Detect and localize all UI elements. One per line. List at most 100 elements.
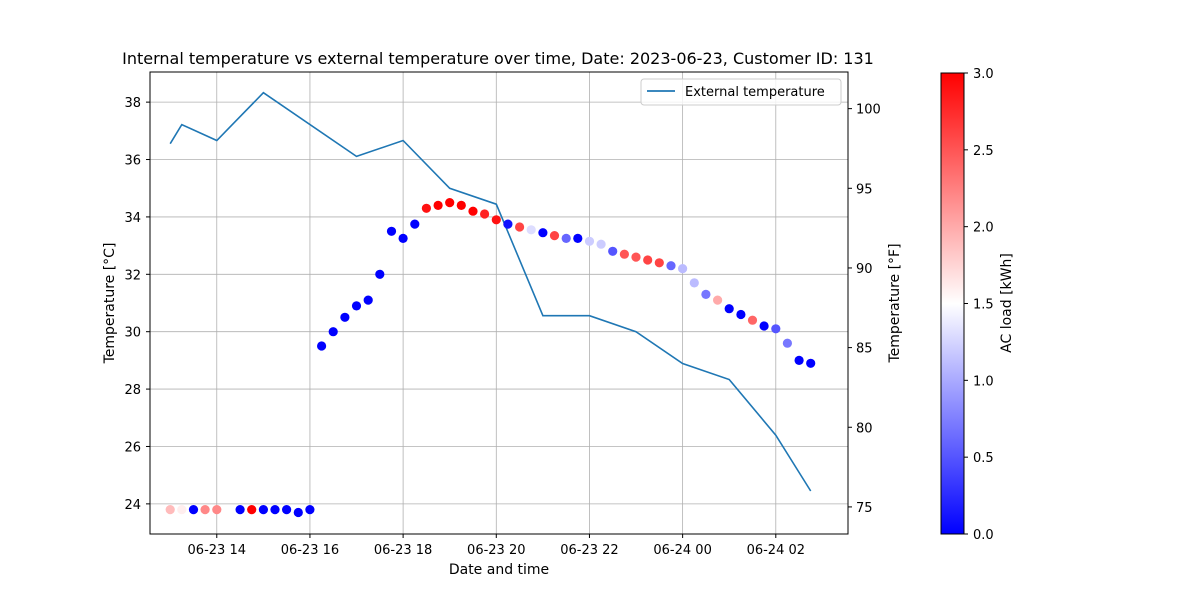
legend-label: External temperature (685, 85, 825, 100)
scatter-point (631, 252, 641, 262)
scatter-point (736, 309, 746, 320)
scatter-point (561, 233, 571, 243)
y-tick-label: 24 (124, 498, 141, 513)
scatter-point (782, 338, 793, 348)
colorbar: 0.0 0.5 1.0 1.5 2.0 2.5 3.0 AC load [kWh] (940, 67, 1015, 543)
legend-box (640, 78, 842, 106)
scatter-point (328, 327, 338, 337)
y-axis-left-label: Temperature [°C] (102, 243, 118, 365)
y-axis-right-ticks: 75 80 85 90 95 100 (848, 103, 881, 516)
y-tick-label: 28 (124, 383, 141, 398)
scatter-point (421, 203, 431, 213)
scatter-point (747, 315, 758, 325)
scatter-point (398, 233, 408, 243)
scatter-point (468, 206, 478, 216)
y-tick-label: 26 (124, 440, 141, 455)
y-axis-left-ticks: 24 26 28 30 32 34 36 38 (124, 96, 150, 513)
y-tick-label: 32 (124, 268, 141, 283)
scatter-point (410, 219, 420, 229)
y-right-tick-label: 75 (856, 501, 873, 516)
y-right-tick-label: 85 (856, 342, 873, 357)
scatter-point (596, 239, 606, 249)
scatter-point (573, 233, 583, 243)
colorbar-tick-label: 0.0 (973, 528, 994, 543)
scatter-point (806, 358, 816, 368)
scatter-point (491, 215, 501, 225)
scatter-point (689, 278, 699, 288)
scatter-point (177, 505, 187, 515)
scatter-point (212, 505, 222, 515)
colorbar-tick-label: 2.0 (973, 221, 994, 236)
y-tick-label: 30 (124, 326, 141, 341)
scatter-point (433, 200, 443, 210)
colorbar-gradient (940, 72, 965, 535)
y-tick-label: 38 (124, 96, 141, 111)
x-axis-label: Date and time (449, 562, 549, 578)
x-tick-label: 06-23 20 (467, 543, 525, 558)
scatter-point (351, 301, 362, 311)
scatter-point (363, 295, 373, 305)
colorbar-tick-label: 3.0 (973, 67, 994, 82)
y-right-tick-label: 80 (856, 421, 873, 436)
scatter-points (165, 198, 816, 518)
scatter-point (258, 505, 268, 515)
x-axis-ticks: 06-23 14 06-23 16 06-23 18 06-23 20 06-23 22… (188, 534, 805, 558)
scatter-point (317, 341, 327, 351)
scatter-point (305, 505, 315, 515)
scatter-point (608, 246, 618, 256)
y-tick-label: 36 (124, 154, 141, 169)
scatter-point (282, 505, 292, 515)
scatter-point (701, 289, 711, 299)
scatter-point (794, 355, 804, 365)
colorbar-tick-label: 1.0 (973, 374, 994, 389)
legend: External temperature (640, 78, 842, 106)
colorbar-tick-label: 0.5 (973, 451, 994, 466)
scatter-point (526, 225, 536, 235)
scatter-point (235, 505, 245, 515)
y-right-tick-label: 95 (856, 182, 873, 197)
scatter-point (713, 295, 723, 305)
external-temperature-line-layer (169, 91, 812, 492)
x-tick-label: 06-23 16 (281, 543, 339, 558)
grid (150, 72, 848, 534)
scatter-point (643, 255, 653, 265)
scatter-point (619, 249, 630, 259)
scatter-point (293, 507, 303, 518)
scatter-point (200, 505, 210, 515)
colorbar-tick-label: 1.5 (973, 298, 994, 313)
scatter-point (515, 222, 525, 232)
y-right-tick-label: 90 (856, 262, 873, 277)
scatter-point (724, 304, 734, 314)
scatter-point (678, 264, 688, 274)
scatter-point (340, 312, 350, 322)
scatter-point (771, 324, 781, 334)
scatter-point (480, 209, 490, 219)
scatter-point (270, 505, 280, 515)
scatter-point (165, 505, 175, 515)
plot-frame (149, 71, 849, 535)
chart-title: Internal temperature vs external tempera… (122, 49, 874, 68)
scatter-point (375, 269, 385, 279)
colorbar-ticks: 0.0 0.5 1.0 1.5 2.0 2.5 3.0 (964, 67, 994, 543)
y-tick-label: 34 (124, 211, 141, 226)
scatter-point (549, 231, 560, 241)
scatter-point (666, 261, 676, 271)
scatter-point (456, 200, 466, 210)
x-tick-label: 06-23 14 (188, 543, 246, 558)
x-tick-label: 06-23 18 (374, 543, 432, 558)
x-tick-label: 06-23 22 (560, 543, 618, 558)
y-axis-right-label: Temperature [°F] (887, 243, 903, 363)
colorbar-label: AC load [kWh] (999, 253, 1015, 353)
scatter-point (445, 198, 455, 208)
x-tick-label: 06-24 00 (653, 543, 711, 558)
scatter-point (584, 236, 595, 246)
y-right-tick-label: 100 (856, 103, 881, 118)
scatter-point (759, 321, 769, 331)
scatter-point (538, 228, 548, 238)
scatter-point (654, 258, 664, 268)
external-temperature-line (169, 91, 812, 492)
scatter-point (188, 505, 199, 515)
scatter-point (386, 226, 397, 236)
